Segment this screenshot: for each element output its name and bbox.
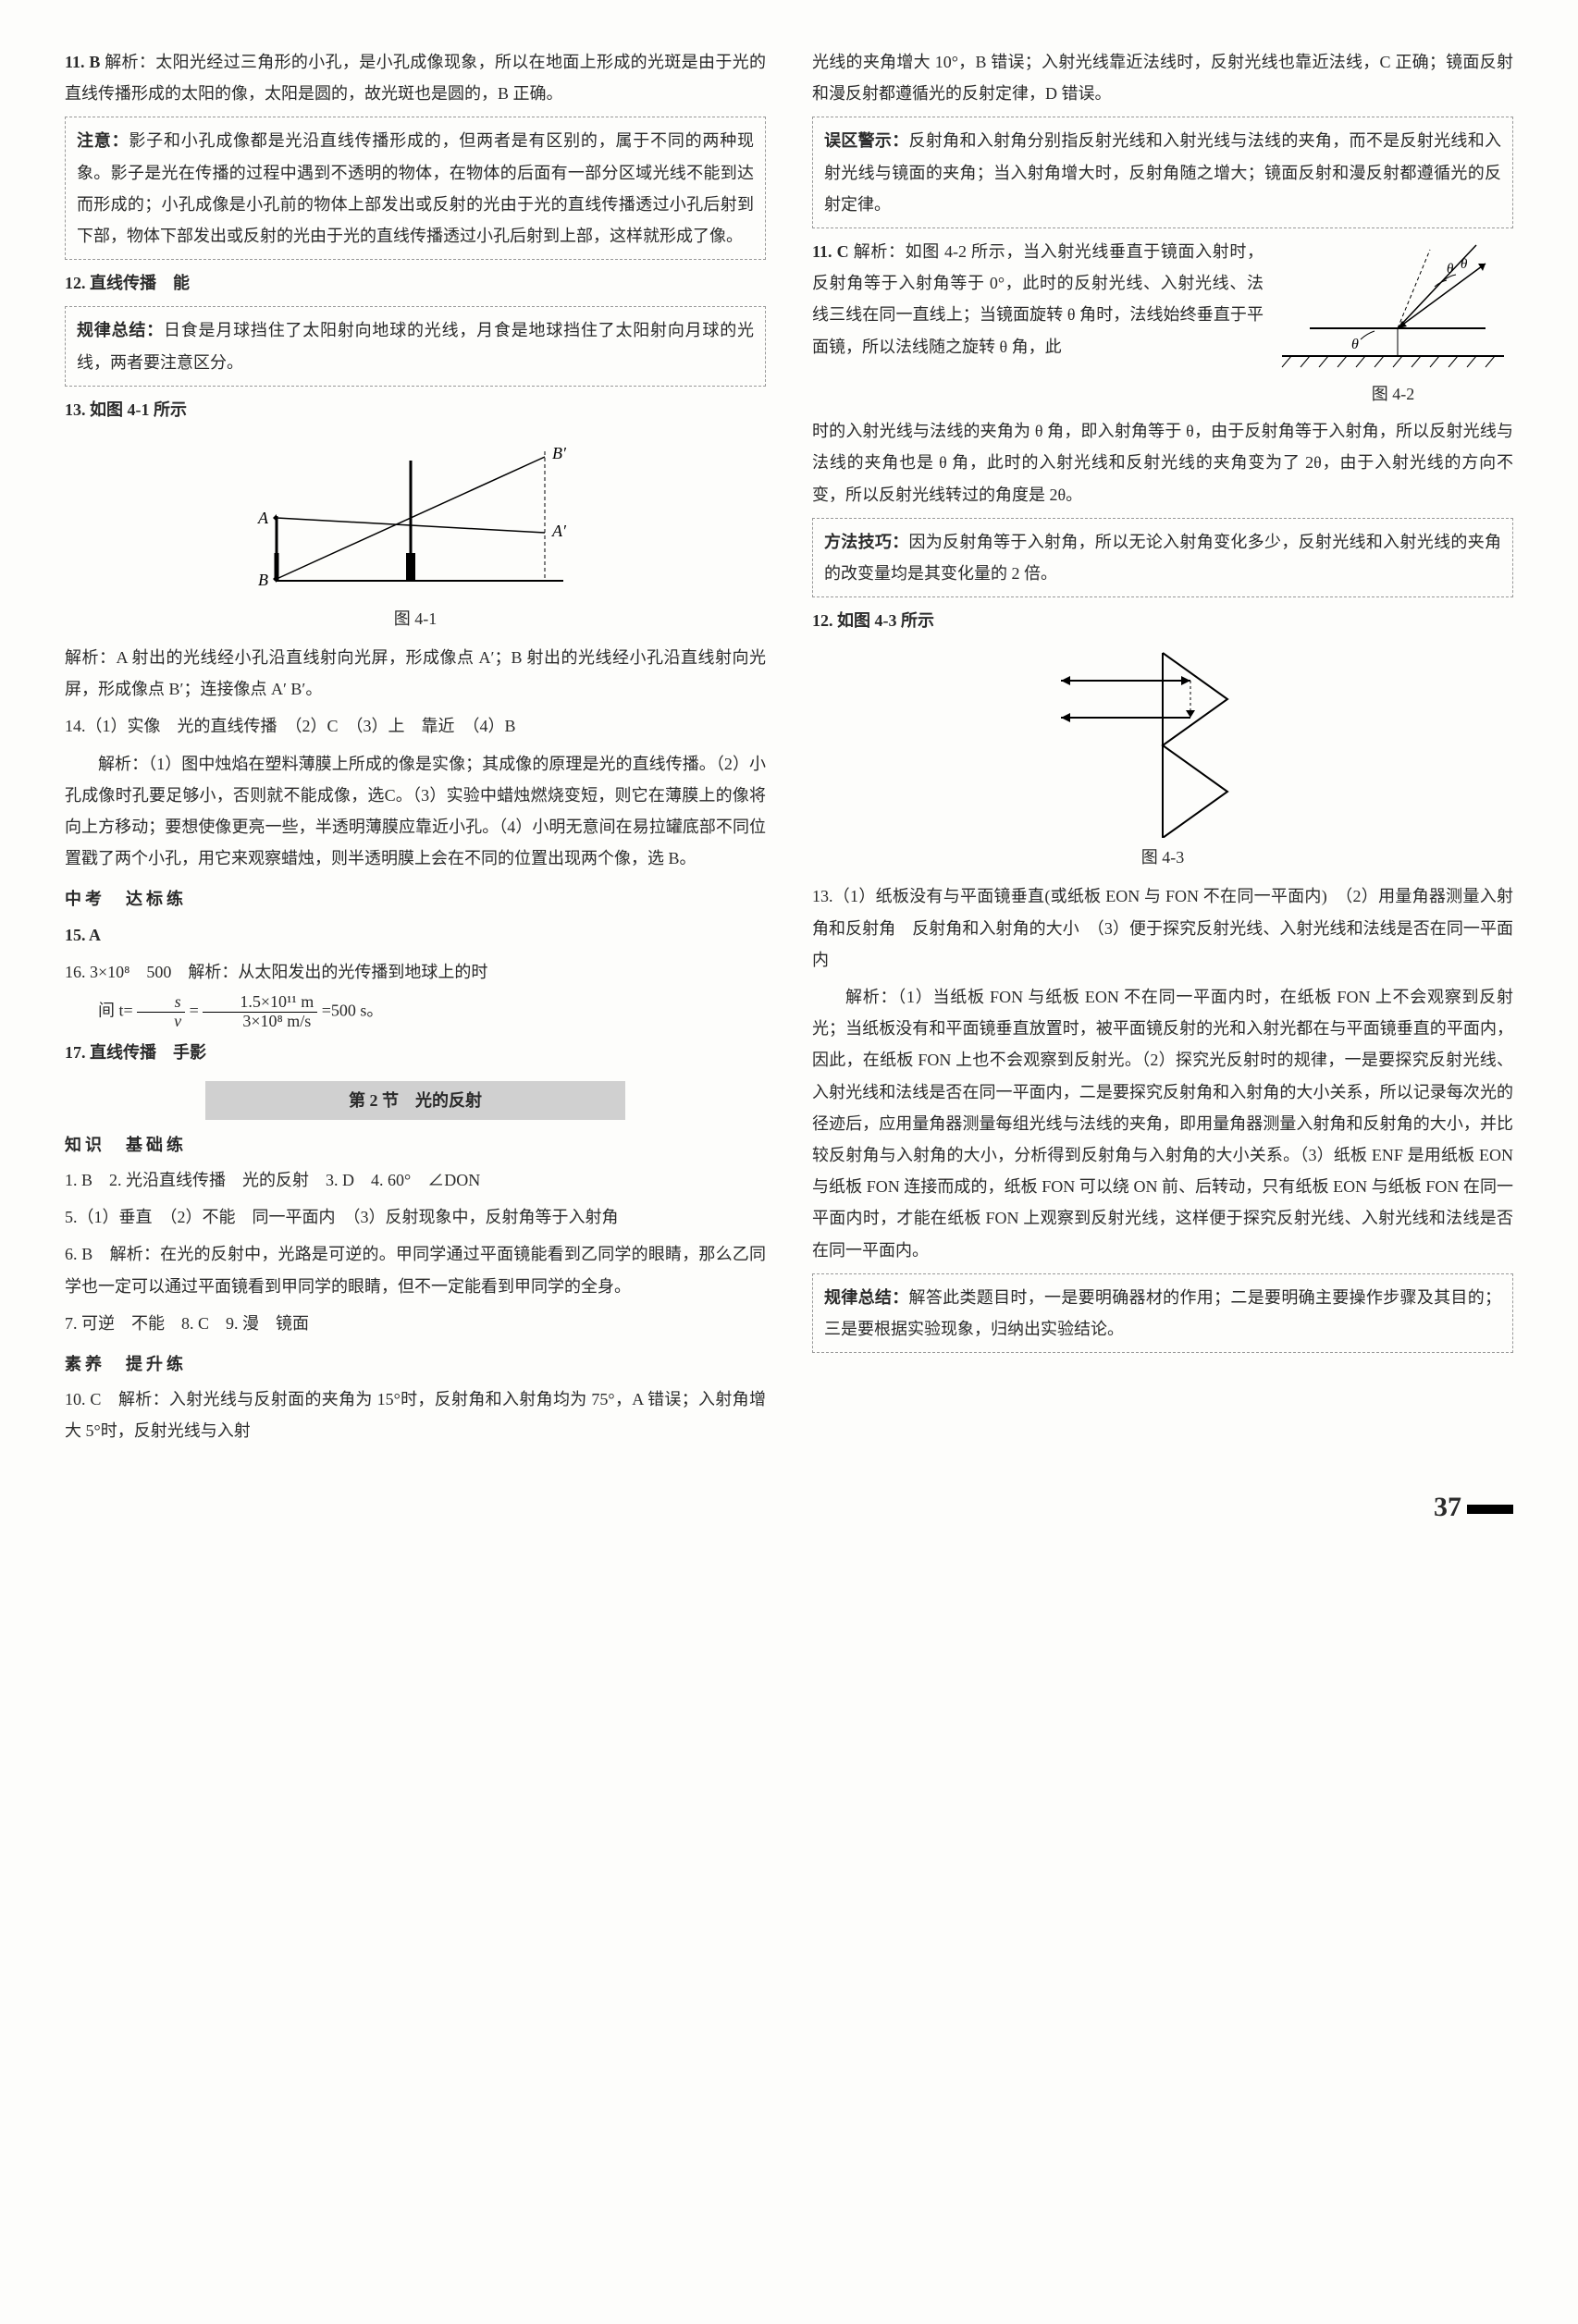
q12r: 12. 如图 4-3 所示 [812, 605, 1513, 636]
fig41-A: A [257, 509, 269, 527]
box11r-label: 方法技巧： [824, 533, 909, 551]
q13r-head: 13.（1）纸板没有与平面镜垂直(或纸板 EON 与 FON 不在同一平面内) … [812, 880, 1513, 976]
s2-q6: 6. B 解析：在光的反射中，光路是可逆的。甲同学通过平面镜能看到乙同学的眼睛，… [65, 1238, 766, 1301]
error-box-10: 误区警示：反射角和入射角分别指反射光线和入射光线与法线的夹角，而不是反射光线和入… [812, 117, 1513, 228]
q16-head: 16. 3×10⁸ 500 解析：从太阳发出的光传播到地球上的时 [65, 963, 487, 981]
fig41-Bp: B′ [552, 444, 567, 462]
q16-eq: = [190, 1001, 203, 1019]
fig42-theta1: θ [1351, 337, 1359, 352]
fig41-Ap: A′ [551, 522, 567, 540]
box10-text: 反射角和入射角分别指反射光线和入射光线与法线的夹角，而不是反射光线和入射光线与镜… [824, 131, 1501, 213]
box11-label: 注意： [77, 131, 129, 150]
rule-box-12: 规律总结：日食是月球挡住了太阳射向地球的光线，月食是地球挡住了太阳射向月球的光线… [65, 306, 766, 386]
q13: 13. 如图 4-1 所示 [65, 394, 766, 425]
zhongkao-heading: 中考 达标练 [65, 883, 766, 915]
q11: 11. B 解析：太阳光经过三角形的小孔，是小孔成像现象，所以在地面上形成的光斑… [65, 46, 766, 109]
q10-cont: 光线的夹角增大 10°，B 错误；入射光线靠近法线时，反射光线也靠近法线，C 正… [812, 46, 1513, 109]
q14-head: 14.（1）实像 光的直线传播 （2）C （3）上 靠近 （4）B [65, 710, 766, 742]
suyang-heading: 素养 提升练 [65, 1348, 766, 1380]
box11r-text: 因为反射角等于入射角，所以无论入射角变化多少，反射光线和入射光线的夹角的改变量均… [824, 533, 1501, 583]
frac-value: 1.5×10¹¹ m 3×10⁸ m/s [203, 993, 317, 1031]
page-number-bar [1467, 1505, 1513, 1514]
frac-sv: s v [137, 993, 185, 1031]
box12-text: 日食是月球挡住了太阳射向地球的光线，月食是地球挡住了太阳射向月球的光线，两者要注… [77, 321, 754, 371]
s2-q10: 10. C 解析：入射光线与反射面的夹角为 15°时，反射角和入射角均为 75°… [65, 1383, 766, 1446]
page-number-value: 37 [1434, 1492, 1461, 1522]
q11r-num: 11. C [812, 242, 849, 261]
fig42-theta3: θ [1461, 257, 1468, 272]
frac-den: 3×10⁸ m/s [203, 1013, 317, 1031]
frac-num: 1.5×10¹¹ m [203, 993, 317, 1013]
q16: 16. 3×10⁸ 500 解析：从太阳发出的光传播到地球上的时 [65, 956, 766, 988]
method-box-11: 方法技巧：因为反射角等于入射角，所以无论入射角变化多少，反射光线和入射光线的夹角… [812, 518, 1513, 597]
fig41-caption: 图 4-1 [65, 603, 766, 634]
q12: 12. 直线传播 能 [65, 267, 766, 299]
page-number: 37 [65, 1481, 1513, 1533]
right-column: 光线的夹角增大 10°，B 错误；入射光线靠近法线时，反射光线也靠近法线，C 正… [812, 46, 1513, 1453]
fig43-svg [1042, 644, 1283, 838]
q11-right: θ θ θ 图 4-2 11. C 解析：如图 4-2 所示，当入射光线垂直于镜… [812, 236, 1513, 415]
box12-label: 规律总结： [77, 321, 164, 339]
q15: 15. A [65, 919, 766, 951]
note-box-11: 注意：影子和小孔成像都是光沿直线传播形成的，但两者是有区别的，属于不同的两种现象… [65, 117, 766, 260]
s2-q5: 5.（1）垂直 （2）不能 同一平面内 （3）反射现象中，反射角等于入射角 [65, 1201, 766, 1233]
fig43-caption: 图 4-3 [812, 842, 1513, 873]
page-container: 11. B 解析：太阳光经过三角形的小孔，是小孔成像现象，所以在地面上形成的光斑… [65, 46, 1513, 1453]
q11-label: 解析： [105, 53, 155, 71]
fig42-caption: 图 4-2 [1273, 378, 1513, 410]
fig42-svg: θ θ θ [1273, 236, 1513, 375]
zhishi-heading: 知识 基础练 [65, 1129, 766, 1161]
q16-formula: 间 t= s v = 1.5×10¹¹ m 3×10⁸ m/s =500 s。 [65, 993, 766, 1031]
left-column: 11. B 解析：太阳光经过三角形的小孔，是小孔成像现象，所以在地面上形成的光斑… [65, 46, 766, 1453]
s2-q1: 1. B 2. 光沿直线传播 光的反射 3. D 4. 60° ∠DON [65, 1164, 766, 1196]
q11-text: 太阳光经过三角形的小孔，是小孔成像现象，所以在地面上形成的光斑是由于光的直线传播… [65, 53, 766, 103]
section-2-title: 第 2 节 光的反射 [205, 1081, 626, 1120]
fig42-theta2: θ [1447, 262, 1454, 277]
q11r-text2: 时的入射光线与法线的夹角为 θ 角，即入射角等于 θ，由于反射角等于入射角，所以… [812, 415, 1513, 510]
q13-analysis: 解析：A 射出的光线经小孔沿直线射向光屏，形成像点 A′；B 射出的光线经小孔沿… [65, 642, 766, 705]
q16-result: =500 s。 [322, 1001, 384, 1019]
frac-v: v [137, 1013, 185, 1031]
q17: 17. 直线传播 手影 [65, 1037, 766, 1068]
q14-analysis: 解析：（1）图中烛焰在塑料薄膜上所成的像是实像；其成像的原理是光的直线传播。（2… [65, 748, 766, 875]
q11-num: 11. B [65, 53, 100, 71]
s2-q7: 7. 可逆 不能 8. C 9. 漫 镜面 [65, 1308, 766, 1339]
figure-4-1: A B A′ B′ 图 4-1 [65, 433, 766, 634]
box11-text: 影子和小孔成像都是光沿直线传播形成的，但两者是有区别的，属于不同的两种现象。影子… [77, 131, 754, 245]
fig41-svg: A B A′ B′ [249, 433, 582, 599]
box13-text: 解答此类题目时，一是要明确器材的作用；二是要明确主要操作步骤及其目的；三是要根据… [824, 1288, 1501, 1338]
fig41-B: B [258, 571, 268, 589]
box10-label: 误区警示： [824, 131, 909, 150]
box13-label: 规律总结： [824, 1288, 909, 1307]
q11r-label: 解析： [854, 242, 906, 261]
frac-s: s [137, 993, 185, 1013]
rule-box-13: 规律总结：解答此类题目时，一是要明确器材的作用；二是要明确主要操作步骤及其目的；… [812, 1273, 1513, 1353]
figure-4-3: 图 4-3 [812, 644, 1513, 873]
q13r-analysis: 解析：（1）当纸板 FON 与纸板 EON 不在同一平面内时，在纸板 FON 上… [812, 981, 1513, 1266]
figure-4-2: θ θ θ 图 4-2 [1273, 236, 1513, 410]
q16-prefix: 间 t= [98, 1001, 133, 1019]
